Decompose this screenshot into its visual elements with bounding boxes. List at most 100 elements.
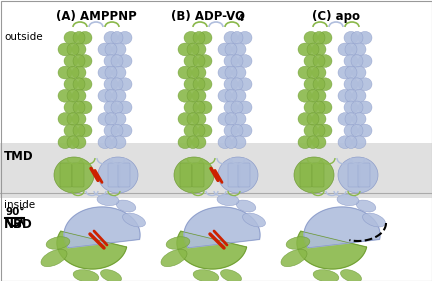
Polygon shape xyxy=(177,231,247,269)
Ellipse shape xyxy=(344,101,358,114)
Text: NBD: NBD xyxy=(4,218,33,231)
Ellipse shape xyxy=(232,89,246,102)
Ellipse shape xyxy=(64,101,78,114)
Ellipse shape xyxy=(318,78,332,90)
Ellipse shape xyxy=(73,55,85,67)
Ellipse shape xyxy=(72,66,86,79)
Polygon shape xyxy=(304,207,380,248)
Ellipse shape xyxy=(111,124,123,137)
Ellipse shape xyxy=(72,136,86,149)
Ellipse shape xyxy=(112,136,126,149)
Ellipse shape xyxy=(218,43,232,56)
Ellipse shape xyxy=(192,136,206,149)
Text: TMD: TMD xyxy=(4,151,34,164)
Ellipse shape xyxy=(307,43,319,56)
Ellipse shape xyxy=(54,157,94,193)
Text: (C) apo: (C) apo xyxy=(312,10,360,23)
Ellipse shape xyxy=(338,43,352,56)
Ellipse shape xyxy=(192,66,206,79)
Ellipse shape xyxy=(224,31,238,44)
Polygon shape xyxy=(57,231,127,269)
Bar xyxy=(0,143,432,198)
Ellipse shape xyxy=(232,113,246,125)
Ellipse shape xyxy=(337,194,359,206)
Ellipse shape xyxy=(105,136,117,149)
Ellipse shape xyxy=(184,124,198,137)
Ellipse shape xyxy=(318,101,332,114)
Ellipse shape xyxy=(67,89,79,102)
Ellipse shape xyxy=(112,66,126,79)
Ellipse shape xyxy=(312,89,326,102)
Ellipse shape xyxy=(111,55,123,67)
Ellipse shape xyxy=(58,43,72,56)
Ellipse shape xyxy=(198,124,212,137)
Ellipse shape xyxy=(193,124,205,137)
Ellipse shape xyxy=(98,43,112,56)
Ellipse shape xyxy=(307,66,319,79)
FancyBboxPatch shape xyxy=(238,163,250,187)
Ellipse shape xyxy=(184,31,198,44)
FancyBboxPatch shape xyxy=(348,163,360,187)
Ellipse shape xyxy=(64,31,78,44)
Ellipse shape xyxy=(73,101,85,114)
Ellipse shape xyxy=(224,55,238,67)
Ellipse shape xyxy=(225,66,237,79)
Ellipse shape xyxy=(104,78,118,90)
Ellipse shape xyxy=(72,43,86,56)
Text: 4: 4 xyxy=(237,14,243,23)
Ellipse shape xyxy=(344,31,358,44)
Ellipse shape xyxy=(224,124,238,137)
Ellipse shape xyxy=(345,136,357,149)
Ellipse shape xyxy=(340,269,362,281)
Polygon shape xyxy=(184,207,260,248)
Ellipse shape xyxy=(242,213,265,227)
Ellipse shape xyxy=(123,213,146,227)
Ellipse shape xyxy=(187,89,199,102)
Ellipse shape xyxy=(104,101,118,114)
Ellipse shape xyxy=(105,89,117,102)
Ellipse shape xyxy=(193,101,205,114)
Ellipse shape xyxy=(344,55,358,67)
Ellipse shape xyxy=(298,89,312,102)
Ellipse shape xyxy=(198,55,212,67)
Ellipse shape xyxy=(184,101,198,114)
Ellipse shape xyxy=(193,78,205,90)
Ellipse shape xyxy=(104,124,118,137)
Ellipse shape xyxy=(304,55,318,67)
Ellipse shape xyxy=(232,43,246,56)
Text: outside: outside xyxy=(4,32,43,42)
Text: inside: inside xyxy=(4,200,35,210)
Ellipse shape xyxy=(345,89,357,102)
Ellipse shape xyxy=(198,78,212,90)
Ellipse shape xyxy=(118,124,132,137)
Ellipse shape xyxy=(220,269,241,281)
Ellipse shape xyxy=(345,113,357,125)
Polygon shape xyxy=(297,231,367,269)
Ellipse shape xyxy=(101,269,121,281)
Ellipse shape xyxy=(174,157,214,193)
Text: (A) AMPPNP: (A) AMPPNP xyxy=(56,10,137,23)
Ellipse shape xyxy=(58,89,72,102)
Ellipse shape xyxy=(78,55,92,67)
Ellipse shape xyxy=(46,237,70,249)
Ellipse shape xyxy=(217,194,239,206)
Ellipse shape xyxy=(98,113,112,125)
Ellipse shape xyxy=(358,31,372,44)
Ellipse shape xyxy=(187,113,199,125)
Ellipse shape xyxy=(105,113,117,125)
Ellipse shape xyxy=(225,136,237,149)
Ellipse shape xyxy=(313,270,339,281)
Ellipse shape xyxy=(97,194,119,206)
Ellipse shape xyxy=(73,270,99,281)
Ellipse shape xyxy=(352,66,366,79)
Ellipse shape xyxy=(67,66,79,79)
Ellipse shape xyxy=(312,113,326,125)
FancyBboxPatch shape xyxy=(180,163,192,187)
Ellipse shape xyxy=(358,55,372,67)
Ellipse shape xyxy=(73,124,85,137)
Ellipse shape xyxy=(298,113,312,125)
Ellipse shape xyxy=(238,31,252,44)
Ellipse shape xyxy=(98,66,112,79)
Ellipse shape xyxy=(178,113,192,125)
Ellipse shape xyxy=(304,101,318,114)
